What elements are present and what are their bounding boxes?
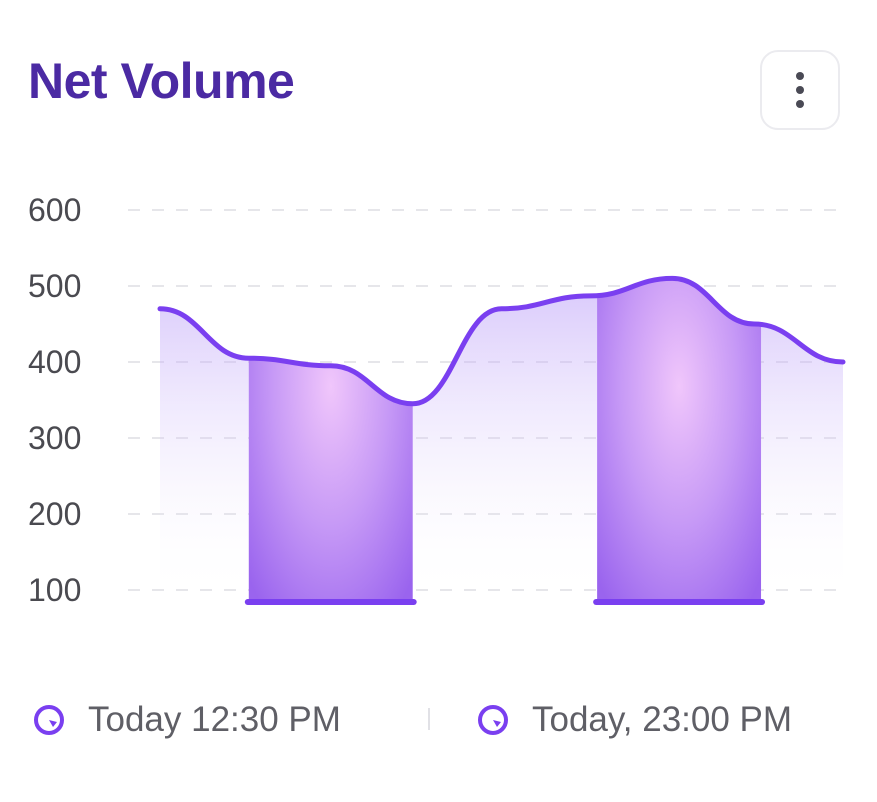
highlight-bar [248,278,413,602]
y-tick-label: 600 [28,192,81,228]
y-tick-label: 400 [28,344,81,380]
time-start[interactable]: Today 12:30 PM [32,690,341,750]
more-options-button[interactable] [760,50,840,130]
y-tick-label: 200 [28,496,81,532]
net-volume-chart: 600 500 400 300 200 100 [28,192,846,608]
time-end-label: Today, 23:00 PM [532,700,793,739]
y-tick-label: 300 [28,420,81,456]
y-tick-label: 500 [28,268,81,304]
footer-divider [428,708,430,730]
series-line [157,275,846,407]
time-start-label: Today 12:30 PM [88,700,341,739]
clock-icon [34,705,64,735]
y-tick-label: 100 [28,572,81,608]
time-range-footer: Today 12:30 PM Today, 23:00 PM [0,690,877,750]
more-vertical-icon [796,72,804,108]
clock-icon [478,705,508,735]
card-title: Net Volume [28,53,295,109]
highlight-bar [597,278,762,602]
highlight-bar-base [593,599,766,605]
time-end[interactable]: Today, 23:00 PM [476,690,792,750]
highlight-bar-base [244,599,417,605]
